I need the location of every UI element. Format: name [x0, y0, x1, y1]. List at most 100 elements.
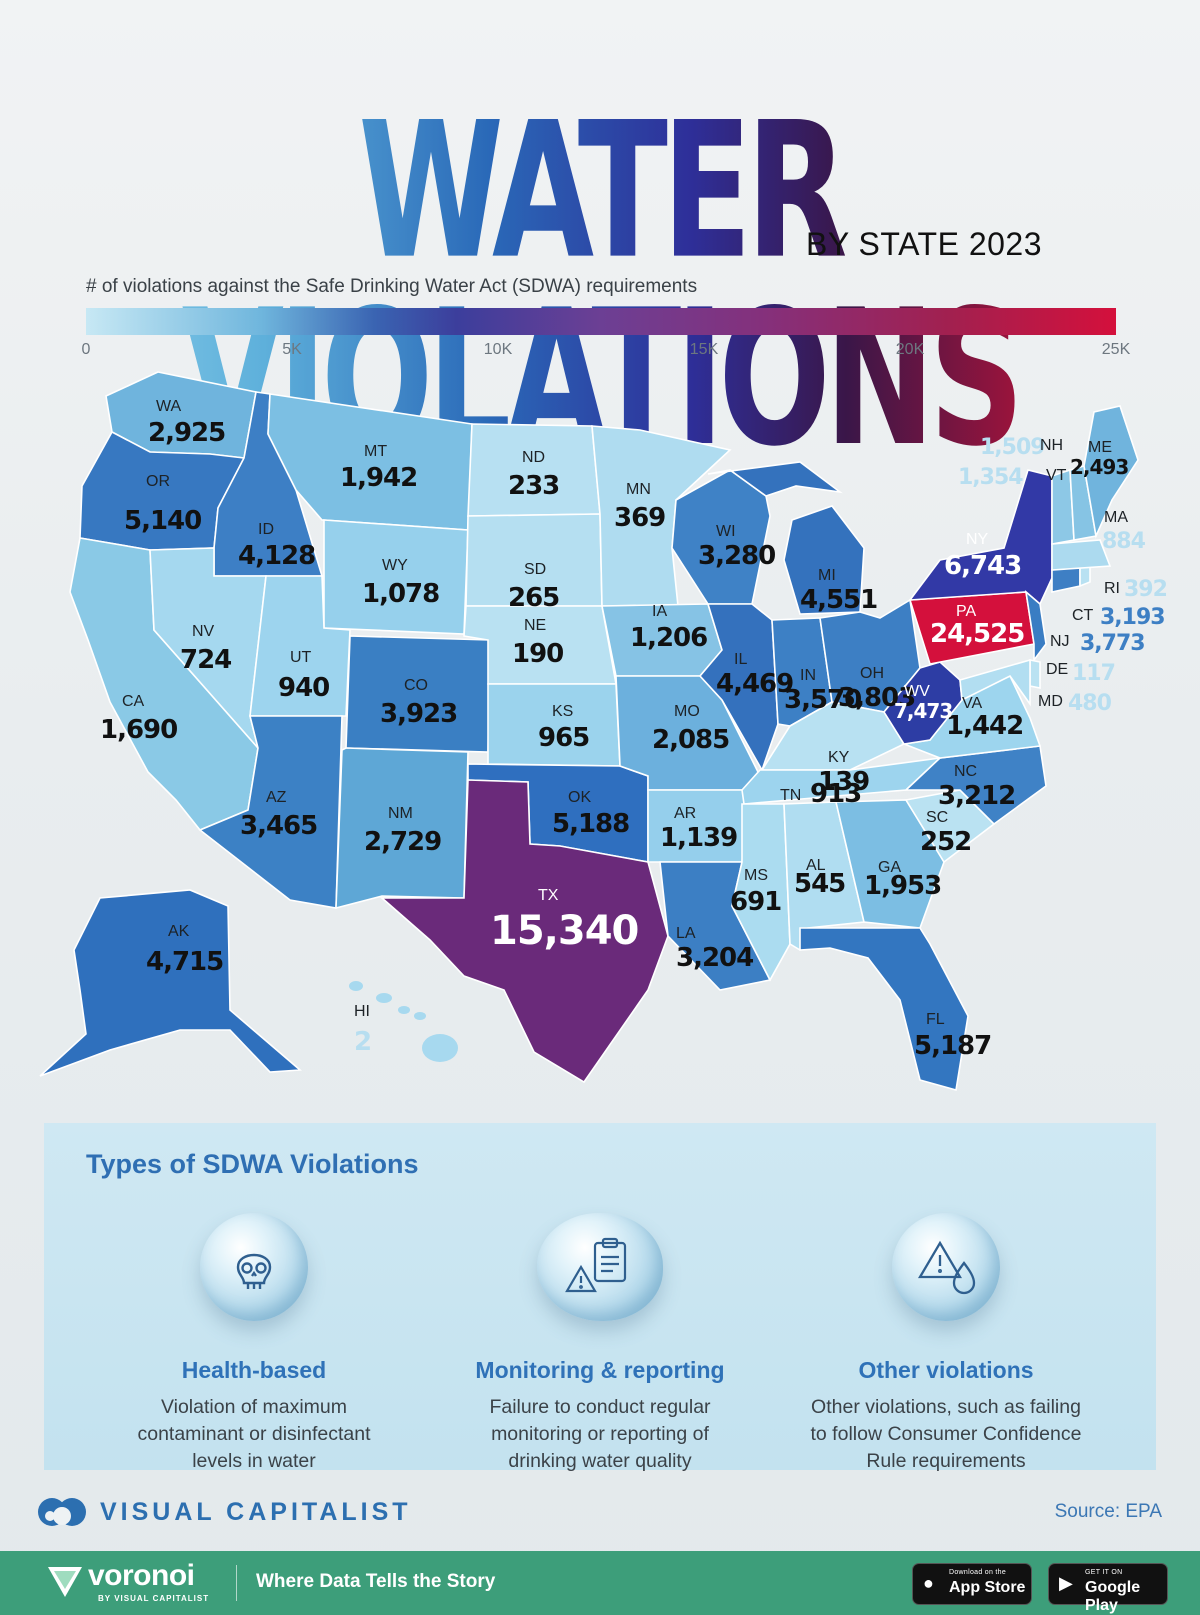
- state-MD: [959, 658, 1031, 707]
- label-mt-abbr: MT: [364, 443, 387, 460]
- type-description-line: levels in water: [192, 1450, 316, 1472]
- label-tx-value: 15,340: [490, 908, 638, 954]
- label-wa-abbr: WA: [156, 398, 182, 415]
- state-WY: [323, 519, 469, 635]
- state-DE: [1029, 659, 1041, 689]
- label-me-value: 2,493: [1070, 455, 1128, 479]
- type-description-line: contaminant or disinfectant: [137, 1423, 371, 1445]
- label-ar-value: 1,139: [660, 823, 737, 853]
- type-heading: Health-based: [181, 1357, 327, 1383]
- label-al-value: 545: [794, 869, 845, 899]
- label-ny-abbr: NY: [966, 531, 989, 548]
- page-subtitle: BY STATE 2023: [806, 226, 1042, 262]
- label-nh-abbr: NH: [1040, 437, 1063, 454]
- legend-tick: 15K: [689, 341, 719, 358]
- label-wy-value: 1,078: [362, 579, 439, 609]
- google-play-label: Google Play: [1085, 1579, 1141, 1614]
- label-id-value: 4,128: [238, 541, 315, 571]
- voronoi-brand: voronoi: [88, 1559, 195, 1592]
- type-description-line: Other violations, such as failing: [811, 1396, 1081, 1418]
- label-ma-abbr: MA: [1104, 509, 1128, 526]
- footer-bar: voronoi BY VISUAL CAPITALIST Where Data …: [0, 1551, 1200, 1615]
- label-il-value: 4,469: [716, 669, 793, 699]
- legend-tick: 5K: [282, 341, 302, 358]
- label-ia-value: 1,206: [630, 623, 707, 653]
- play-icon: ▶: [1059, 1573, 1073, 1593]
- google-play-button[interactable]: ▶ GET IT ON Google Play: [1048, 1563, 1168, 1614]
- label-mo-abbr: MO: [674, 703, 700, 720]
- label-mt-value: 1,942: [340, 463, 417, 493]
- footer-tagline: Where Data Tells the Story: [256, 1571, 496, 1592]
- label-ar-abbr: AR: [674, 805, 696, 822]
- label-ri-abbr: RI: [1104, 580, 1120, 597]
- type-description-line: Rule requirements: [866, 1450, 1026, 1472]
- label-fl-value: 5,187: [914, 1031, 991, 1061]
- label-ms-value: 691: [730, 887, 781, 917]
- label-fl-abbr: FL: [926, 1011, 945, 1028]
- legend-color-scale: [86, 308, 1116, 335]
- label-la-abbr: LA: [676, 925, 696, 942]
- label-ks-value: 965: [538, 723, 589, 753]
- type-description: Other violations, such as failing to fol…: [776, 1394, 1116, 1475]
- label-ct-abbr: CT: [1072, 607, 1094, 624]
- label-md-value: 480: [1068, 691, 1112, 716]
- visual-capitalist-logo-icon: [38, 1498, 86, 1526]
- label-ak-abbr: AK: [168, 923, 190, 940]
- publisher-name: VISUAL CAPITALIST: [100, 1498, 412, 1526]
- label-nm-abbr: NM: [388, 805, 413, 822]
- voronoi-logo-icon: [48, 1567, 82, 1597]
- state-TX: [379, 779, 669, 1084]
- app-store-button[interactable]: ● Download on the App Store: [912, 1563, 1032, 1605]
- type-heading: Monitoring & reporting: [475, 1357, 725, 1383]
- label-ca-abbr: CA: [122, 693, 145, 710]
- label-az-abbr: AZ: [266, 789, 287, 806]
- skull-icon: [200, 1213, 308, 1321]
- state-NJ: [1024, 589, 1047, 663]
- label-ne-value: 190: [512, 639, 563, 669]
- violation-types-panel: Types of SDWA Violations Health-based Vi…: [44, 1123, 1156, 1472]
- label-nc-value: 3,212: [938, 781, 1015, 811]
- voronoi-byline: BY VISUAL CAPITALIST: [98, 1594, 210, 1603]
- label-co-value: 3,923: [380, 699, 457, 729]
- clipboard-warning-icon: [537, 1213, 663, 1321]
- label-pa-abbr: PA: [956, 603, 976, 620]
- label-vt-value: 1,354: [958, 465, 1023, 490]
- apple-icon: ●: [923, 1573, 934, 1593]
- source-note: Source: EPA: [1054, 1501, 1162, 1522]
- label-ut-abbr: UT: [290, 649, 312, 666]
- label-pa-value: 24,525: [930, 619, 1024, 649]
- label-al-abbr: AL: [806, 857, 826, 874]
- label-sc-abbr: SC: [926, 809, 948, 826]
- label-sc-value: 252: [920, 827, 971, 857]
- state-HI: [349, 981, 458, 1062]
- label-wv-abbr: WV: [904, 683, 930, 700]
- label-nd-abbr: ND: [522, 449, 545, 466]
- label-ny-value: 6,743: [944, 551, 1021, 581]
- label-co-abbr: CO: [404, 677, 428, 694]
- label-ia-abbr: IA: [652, 603, 667, 620]
- label-nm-value: 2,729: [364, 827, 441, 857]
- label-ga-value: 1,953: [864, 871, 941, 901]
- type-description-line: Violation of maximum: [160, 1396, 348, 1418]
- label-wi-abbr: WI: [716, 523, 736, 540]
- label-oh-abbr: OH: [860, 665, 884, 682]
- label-md-abbr: MD: [1038, 693, 1063, 710]
- label-il-abbr: IL: [734, 651, 747, 668]
- label-in-abbr: IN: [800, 667, 816, 684]
- label-mn-value: 369: [614, 503, 665, 533]
- state-CO: [345, 635, 491, 753]
- label-sd-value: 265: [508, 583, 559, 613]
- state-GA: [834, 799, 945, 929]
- legend-tick: 0: [81, 341, 91, 358]
- label-de-value: 117: [1072, 661, 1115, 686]
- state-NM: [335, 747, 469, 910]
- label-tn-abbr: TN: [780, 787, 801, 804]
- label-az-value: 3,465: [240, 811, 317, 841]
- label-ky-value: 139: [818, 767, 869, 797]
- state-MA: [1051, 539, 1112, 571]
- warning-droplet-icon: [892, 1213, 1000, 1321]
- label-oh-value: 3,803: [838, 683, 915, 713]
- label-nc-abbr: NC: [954, 763, 977, 780]
- legend-tick: 25K: [1101, 341, 1131, 358]
- label-ak-value: 4,715: [146, 947, 223, 977]
